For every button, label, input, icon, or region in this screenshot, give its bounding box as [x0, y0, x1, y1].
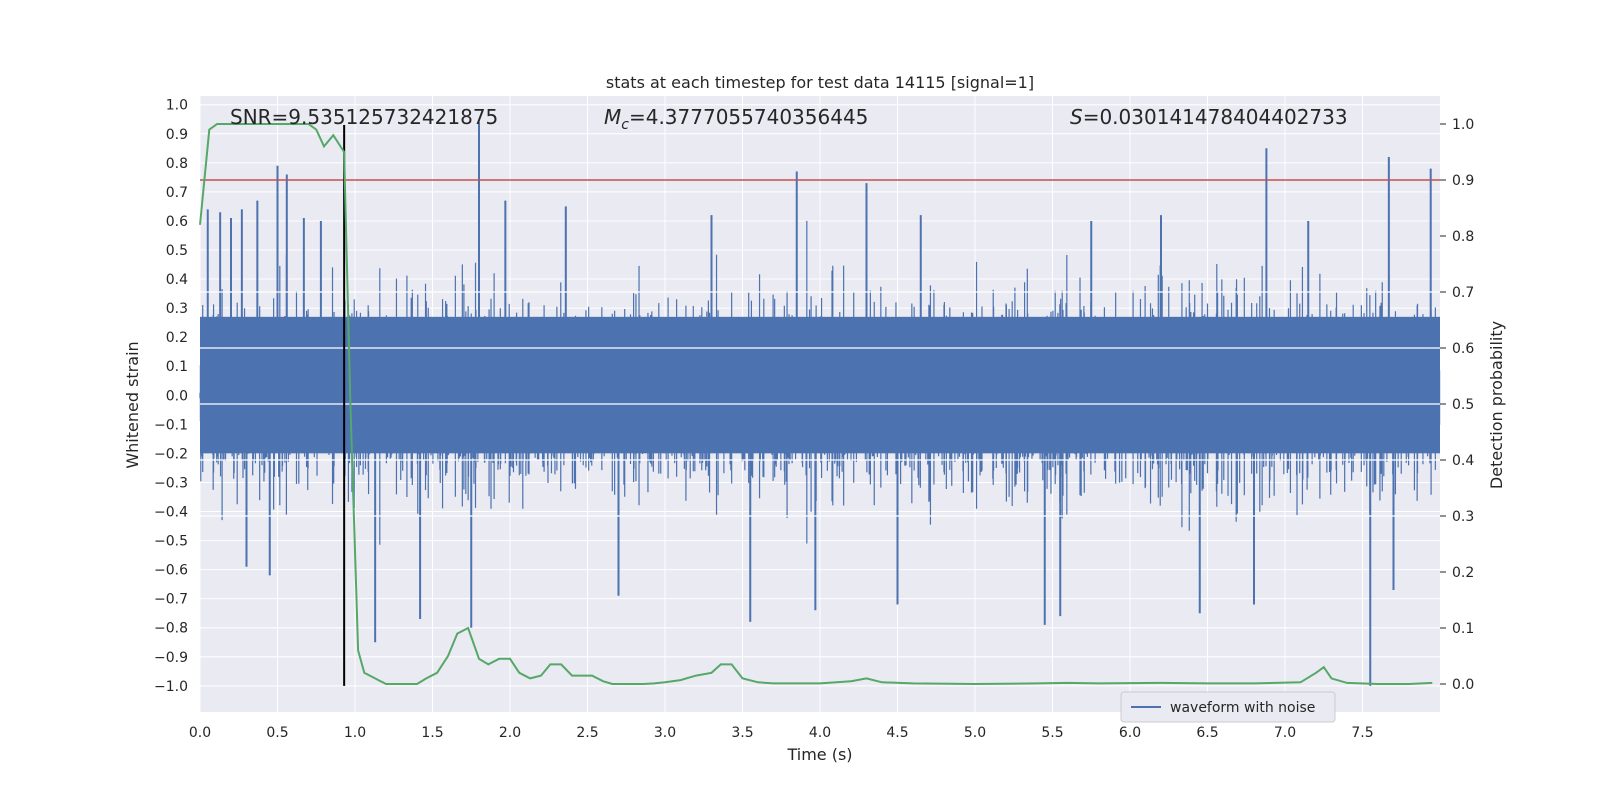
- mc-symbol: M: [604, 105, 621, 129]
- y2-tick-label: 1.0: [1452, 117, 1474, 133]
- y-tick-label: 1.0: [166, 98, 188, 114]
- x-tick-label: 3.0: [654, 725, 676, 741]
- s-value: =0.030141478404402733: [1083, 105, 1348, 129]
- y-tick-label: 0.9: [166, 127, 188, 143]
- y2-tick-label: 0.8: [1452, 229, 1474, 245]
- mc-value: =4.3777055740356445: [629, 105, 868, 129]
- y-tick-label: 0.8: [166, 156, 188, 172]
- y2-tick-label: 0.2: [1452, 565, 1474, 581]
- snr-annotation: SNR=9.535125732421875: [230, 105, 498, 129]
- y2-tick-label: 0.0: [1452, 677, 1474, 693]
- y-tick-label: −0.6: [154, 563, 188, 579]
- x-tick-label: 0.0: [189, 725, 211, 741]
- y-axis-label: Whitened strain: [123, 341, 142, 468]
- y2-tick-label: 0.1: [1452, 621, 1474, 637]
- y2-tick-label: 0.5: [1452, 397, 1474, 413]
- x-tick-label: 2.5: [576, 725, 598, 741]
- x-tick-label: 2.0: [499, 725, 521, 741]
- y-tick-label: −0.3: [154, 475, 188, 491]
- x-tick-label: 1.5: [421, 725, 443, 741]
- y2-axis-label: Detection probability: [1487, 321, 1506, 489]
- x-tick-label: 3.5: [731, 725, 753, 741]
- x-tick-label: 4.0: [809, 725, 831, 741]
- y-tick-label: 0.4: [166, 272, 188, 288]
- y2-tick-label: 0.6: [1452, 341, 1474, 357]
- y-tick-label: 0.1: [166, 359, 188, 375]
- x-tick-label: 6.5: [1196, 725, 1218, 741]
- y2-tick-label: 0.7: [1452, 285, 1474, 301]
- chirp-mass-annotation: Mc=4.3777055740356445: [604, 105, 868, 133]
- x-tick-label: 7.5: [1351, 725, 1373, 741]
- legend: waveform with noise: [1120, 691, 1336, 723]
- y-tick-label: 0.3: [166, 301, 188, 317]
- x-tick-label: 1.0: [344, 725, 366, 741]
- waveform-core-band: [200, 316, 1440, 454]
- y-tick-label: 0.6: [166, 214, 188, 230]
- mc-subscript: c: [621, 117, 629, 133]
- x-tick-label: 4.5: [886, 725, 908, 741]
- y-tick-label: −0.4: [154, 505, 188, 521]
- y-tick-label: 0.0: [166, 388, 188, 404]
- probability-series-line: [199, 123, 1433, 686]
- y2-tick-label: 0.4: [1452, 453, 1474, 469]
- x-tick-label: 7.0: [1274, 725, 1296, 741]
- band-gridlines: [200, 291, 1440, 517]
- x-axis-label: Time (s): [786, 745, 852, 764]
- s-symbol: S: [1070, 105, 1083, 129]
- y-tick-label: −0.5: [154, 534, 188, 550]
- y-tick-label: −0.8: [154, 621, 188, 637]
- y-tick-label: −0.1: [154, 417, 188, 433]
- s-annotation: S=0.030141478404402733: [1070, 105, 1348, 129]
- left-y-tick-labels: 1.0 0.9 0.8 0.7 0.6 0.5 0.4 0.3 0.2 0.1 0.0 −0.1 −0.…: [154, 98, 188, 695]
- x-tick-label: 5.5: [1041, 725, 1063, 741]
- y-tick-label: −1.0: [154, 679, 188, 695]
- waveform-series: [199, 122, 1441, 686]
- legend-label-waveform: waveform with noise: [1170, 700, 1315, 716]
- x-tick-labels: 0.0 0.5 1.0 1.5 2.0 2.5 3.0 3.5 4.0 4.5 5.0 5.5 6.0 6…: [189, 725, 1374, 741]
- x-tick-label: 0.5: [266, 725, 288, 741]
- legend-box: [1120, 691, 1336, 723]
- y-tick-label: 0.5: [166, 243, 188, 259]
- x-tick-label: 6.0: [1119, 725, 1141, 741]
- y-tick-label: −0.7: [154, 592, 188, 608]
- y-tick-label: 0.7: [166, 185, 188, 201]
- x-tick-label: 5.0: [964, 725, 986, 741]
- y2-tick-label: 0.3: [1452, 509, 1474, 525]
- y-tick-label: −0.9: [154, 650, 188, 666]
- y-tick-label: 0.2: [166, 330, 188, 346]
- y-tick-label: −0.2: [154, 446, 188, 462]
- right-y-tick-labels: 1.0 0.9 0.8 0.7 0.6 0.5 0.4 0.3 0.2 0.1 0.0: [1440, 117, 1474, 693]
- chart-title: stats at each timestep for test data 141…: [606, 73, 1034, 92]
- y2-tick-label: 0.9: [1452, 173, 1474, 189]
